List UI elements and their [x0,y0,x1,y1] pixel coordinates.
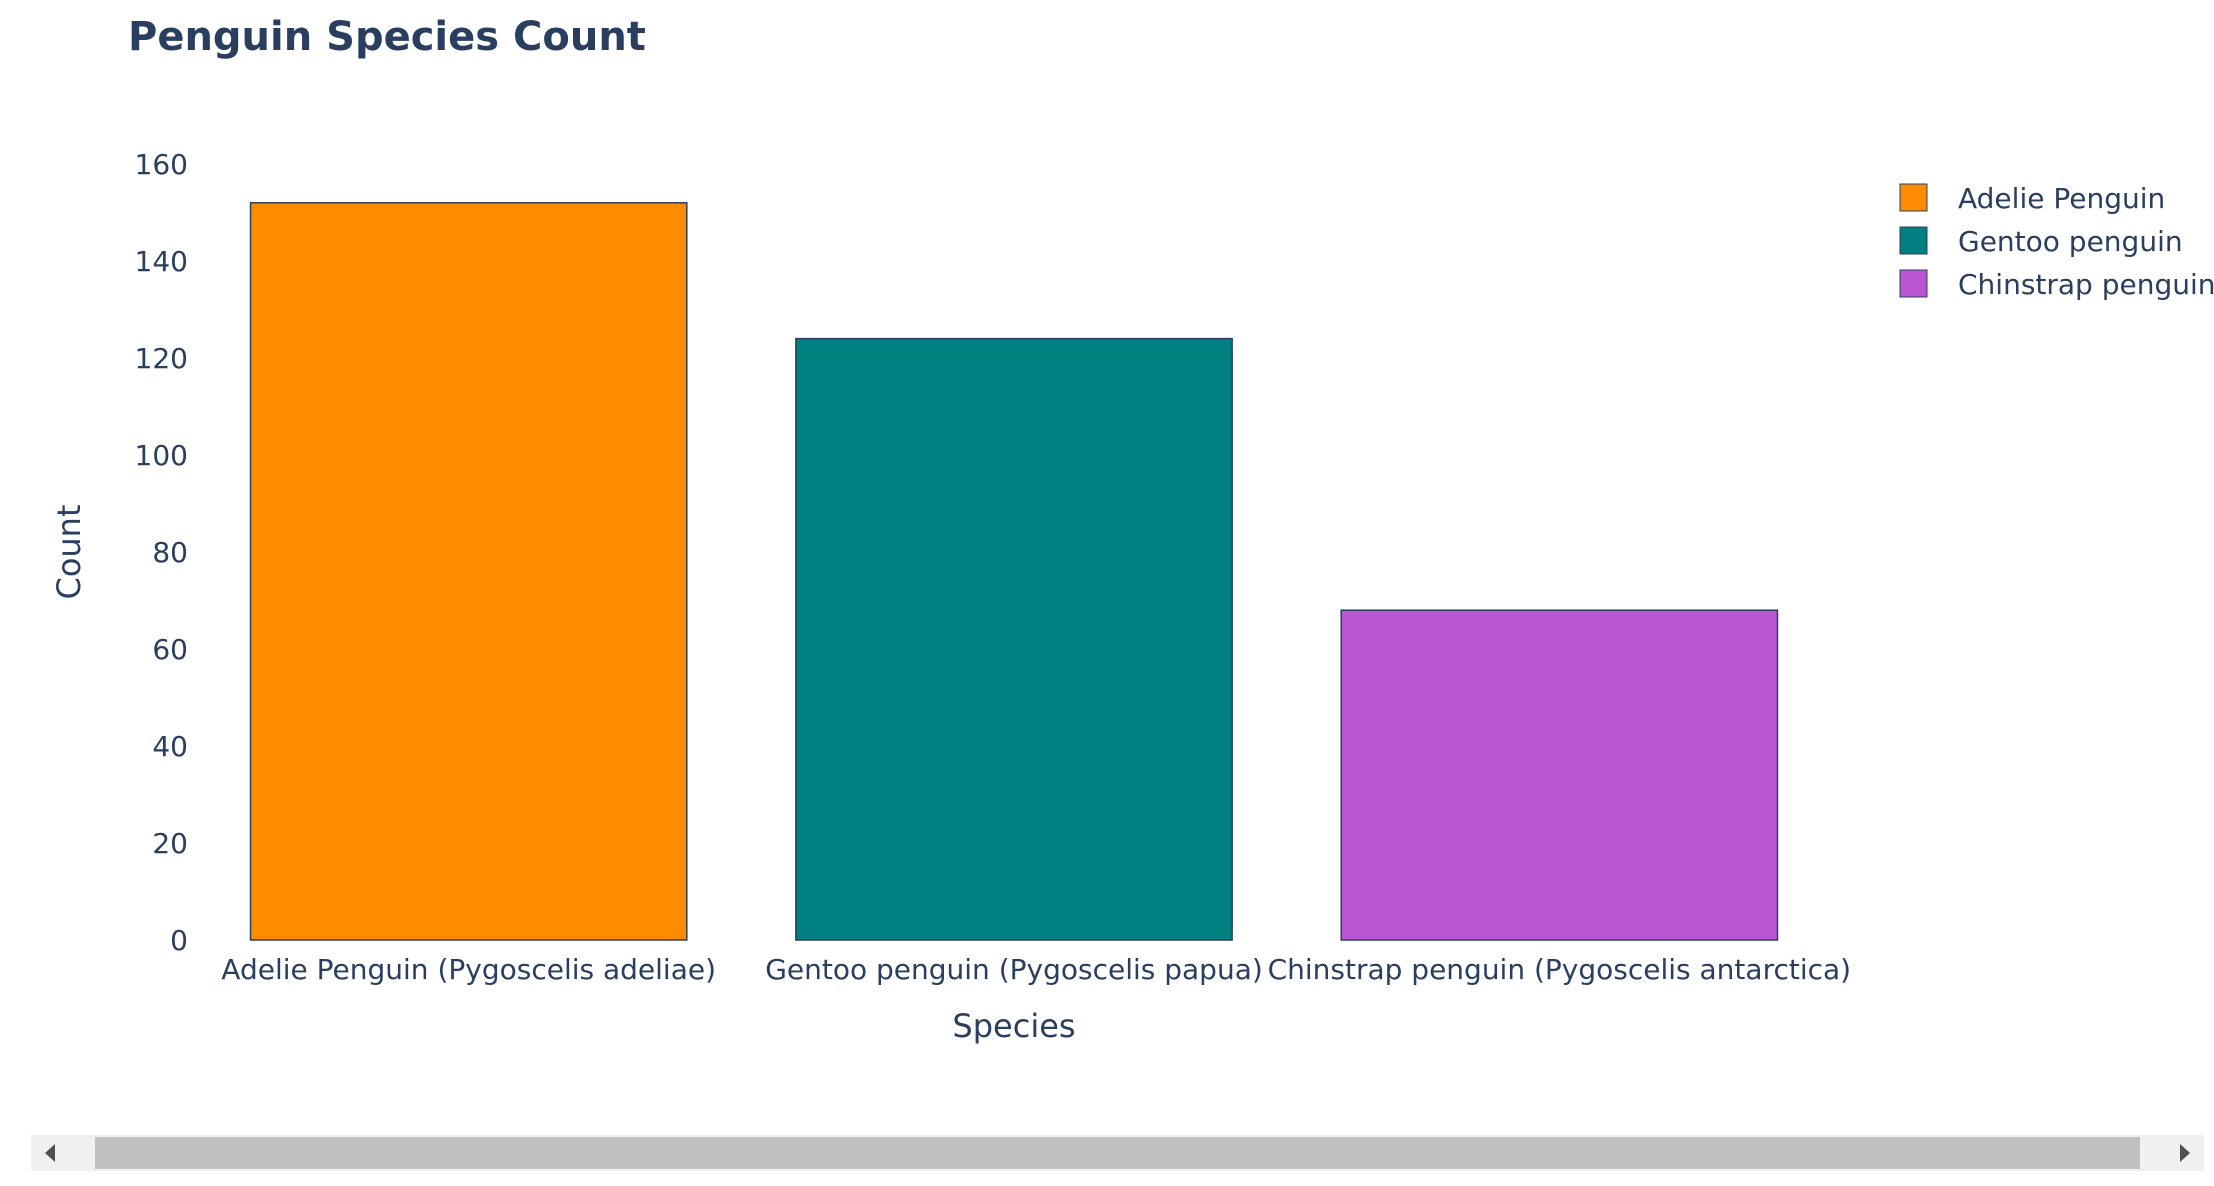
bar-3[interactable] [1340,609,1779,941]
y-tick-label: 0 [170,924,188,957]
y-tick-label: 120 [135,342,188,375]
bars [249,202,1779,941]
legend-item[interactable]: Adelie Penguin [1899,182,2165,215]
scroll-left-button[interactable] [31,1135,93,1171]
legend[interactable]: Adelie Penguin Gentoo penguin Chinstrap pe… [1899,182,2214,301]
scroll-right-button[interactable] [2142,1135,2204,1171]
y-tick-label: 80 [152,536,188,569]
y-tick-label: 160 [135,148,188,181]
y-tick-label: 100 [135,439,188,472]
legend-swatch [1899,183,1928,212]
chart-title: Penguin Species Count [128,14,646,60]
y-tick-label: 20 [152,827,188,860]
legend-label: Adelie Penguin [1958,182,2165,215]
legend-label: Chinstrap penguin [1958,268,2214,301]
y-tick-label: 140 [135,245,188,278]
bar-1[interactable] [249,202,688,941]
y-tick-label: 40 [152,730,188,763]
x-tick-label: Chinstrap penguin (Pygoscelis antarctica… [1268,953,1852,986]
legend-swatch [1899,226,1928,255]
x-axis-ticks: Adelie Penguin (Pygoscelis adeliae) Gento… [221,953,1851,986]
scroll-left-arrow-icon [45,1144,55,1162]
y-axis-ticks: 0 20 40 60 80 100 120 140 160 [135,148,188,957]
legend-swatch [1899,269,1928,298]
scroll-right-arrow-icon [2180,1144,2190,1162]
y-axis-title: Count [50,504,88,599]
x-tick-label: Gentoo penguin (Pygoscelis papua) [765,953,1263,986]
legend-item[interactable]: Gentoo penguin [1899,225,2183,258]
legend-item[interactable]: Chinstrap penguin [1899,268,2214,301]
scrollbar-thumb[interactable] [95,1137,2140,1169]
y-tick-label: 60 [152,633,188,666]
x-tick-label: Adelie Penguin (Pygoscelis adeliae) [221,953,716,986]
bar-2[interactable] [795,337,1233,941]
x-axis-title: Species [952,1007,1075,1045]
legend-label: Gentoo penguin [1958,225,2183,258]
horizontal-scrollbar[interactable] [31,1135,2204,1171]
